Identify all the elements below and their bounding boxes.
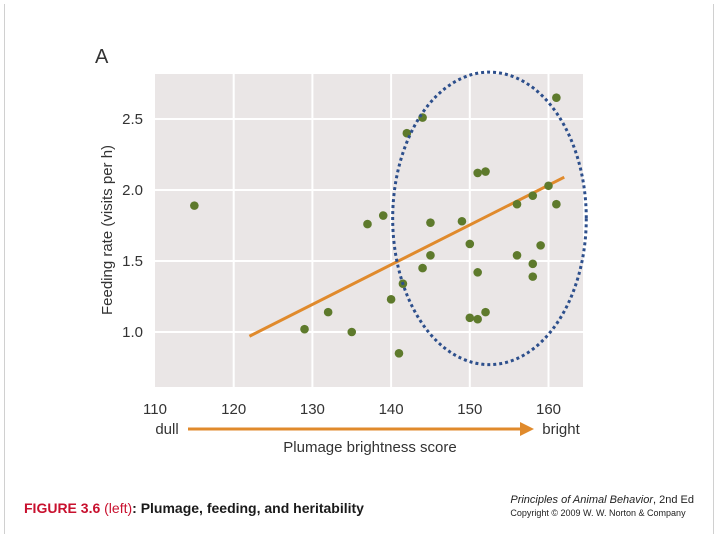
arrow-head-icon xyxy=(520,422,534,436)
figure-number: FIGURE 3.6 xyxy=(24,500,101,516)
data-point xyxy=(552,93,561,102)
data-point xyxy=(347,327,357,337)
data-point xyxy=(426,251,435,260)
data-points xyxy=(190,93,561,358)
data-point xyxy=(528,272,538,281)
dull-label: dull xyxy=(155,421,178,438)
data-point xyxy=(457,216,467,226)
data-point xyxy=(394,349,404,358)
copyright-line: Copyright © 2009 W. W. Norton & Company xyxy=(510,508,686,518)
figure-caption: FIGURE 3.6 (left): Plumage, feeding, and… xyxy=(24,500,364,516)
fit-line-group xyxy=(248,175,565,338)
x-tick-label: 140 xyxy=(379,401,404,418)
y-axis-label: Feeding rate (visits per h) xyxy=(99,145,116,315)
panel-label: A xyxy=(95,46,109,68)
plot-background xyxy=(155,74,583,387)
data-point xyxy=(386,295,396,304)
book-edition: , 2nd Ed xyxy=(653,494,694,506)
x-tick-label: 130 xyxy=(300,401,325,418)
highlight-group xyxy=(391,70,588,367)
data-point xyxy=(473,168,482,178)
grid-lines xyxy=(155,74,583,387)
data-point xyxy=(190,201,199,210)
data-point xyxy=(473,314,482,324)
data-point xyxy=(481,307,490,317)
data-point xyxy=(544,181,553,191)
x-tick-label: 160 xyxy=(536,401,561,418)
data-point xyxy=(528,191,538,200)
slide-frame xyxy=(4,4,714,534)
y-tick-label: 1.5 xyxy=(122,253,143,270)
x-axis-label: Plumage brightness score xyxy=(283,439,456,456)
data-point xyxy=(481,167,490,176)
brightness-arrow-group xyxy=(188,422,534,436)
figure-left-tag: (left) xyxy=(104,500,133,516)
data-point xyxy=(300,324,309,334)
x-tick-label: 110 xyxy=(143,401,167,418)
y-tick-label: 2.5 xyxy=(122,111,143,128)
data-point xyxy=(473,268,482,277)
y-tick-labels: 1.0 1.5 2.0 2.5 xyxy=(122,111,143,341)
data-point xyxy=(323,307,333,317)
y-tick-label: 1.0 xyxy=(122,324,143,341)
data-point xyxy=(418,263,427,273)
y-tick-label: 2.0 xyxy=(122,182,143,199)
regression-line xyxy=(248,175,565,338)
data-point xyxy=(536,241,545,250)
x-tick-labels: 110 120 130 140 150 160 xyxy=(143,401,561,418)
figure-separator: : xyxy=(132,500,137,516)
data-point xyxy=(512,199,522,209)
data-point xyxy=(378,211,388,220)
book-title: Principles of Animal Behavior xyxy=(510,494,654,506)
x-tick-label: 120 xyxy=(221,401,246,418)
data-point xyxy=(465,313,475,323)
figure-title: Plumage, feeding, and heritability xyxy=(140,500,364,516)
data-point xyxy=(426,218,435,227)
data-point xyxy=(552,199,561,209)
x-tick-label: 150 xyxy=(457,401,482,418)
data-point xyxy=(363,219,372,229)
credit-block: Principles of Animal Behavior, 2nd Ed Co… xyxy=(510,494,694,520)
data-point xyxy=(512,251,522,260)
highlight-ellipse xyxy=(391,70,588,367)
data-point xyxy=(465,239,475,249)
bright-label: bright xyxy=(542,421,580,438)
data-point xyxy=(528,259,538,269)
